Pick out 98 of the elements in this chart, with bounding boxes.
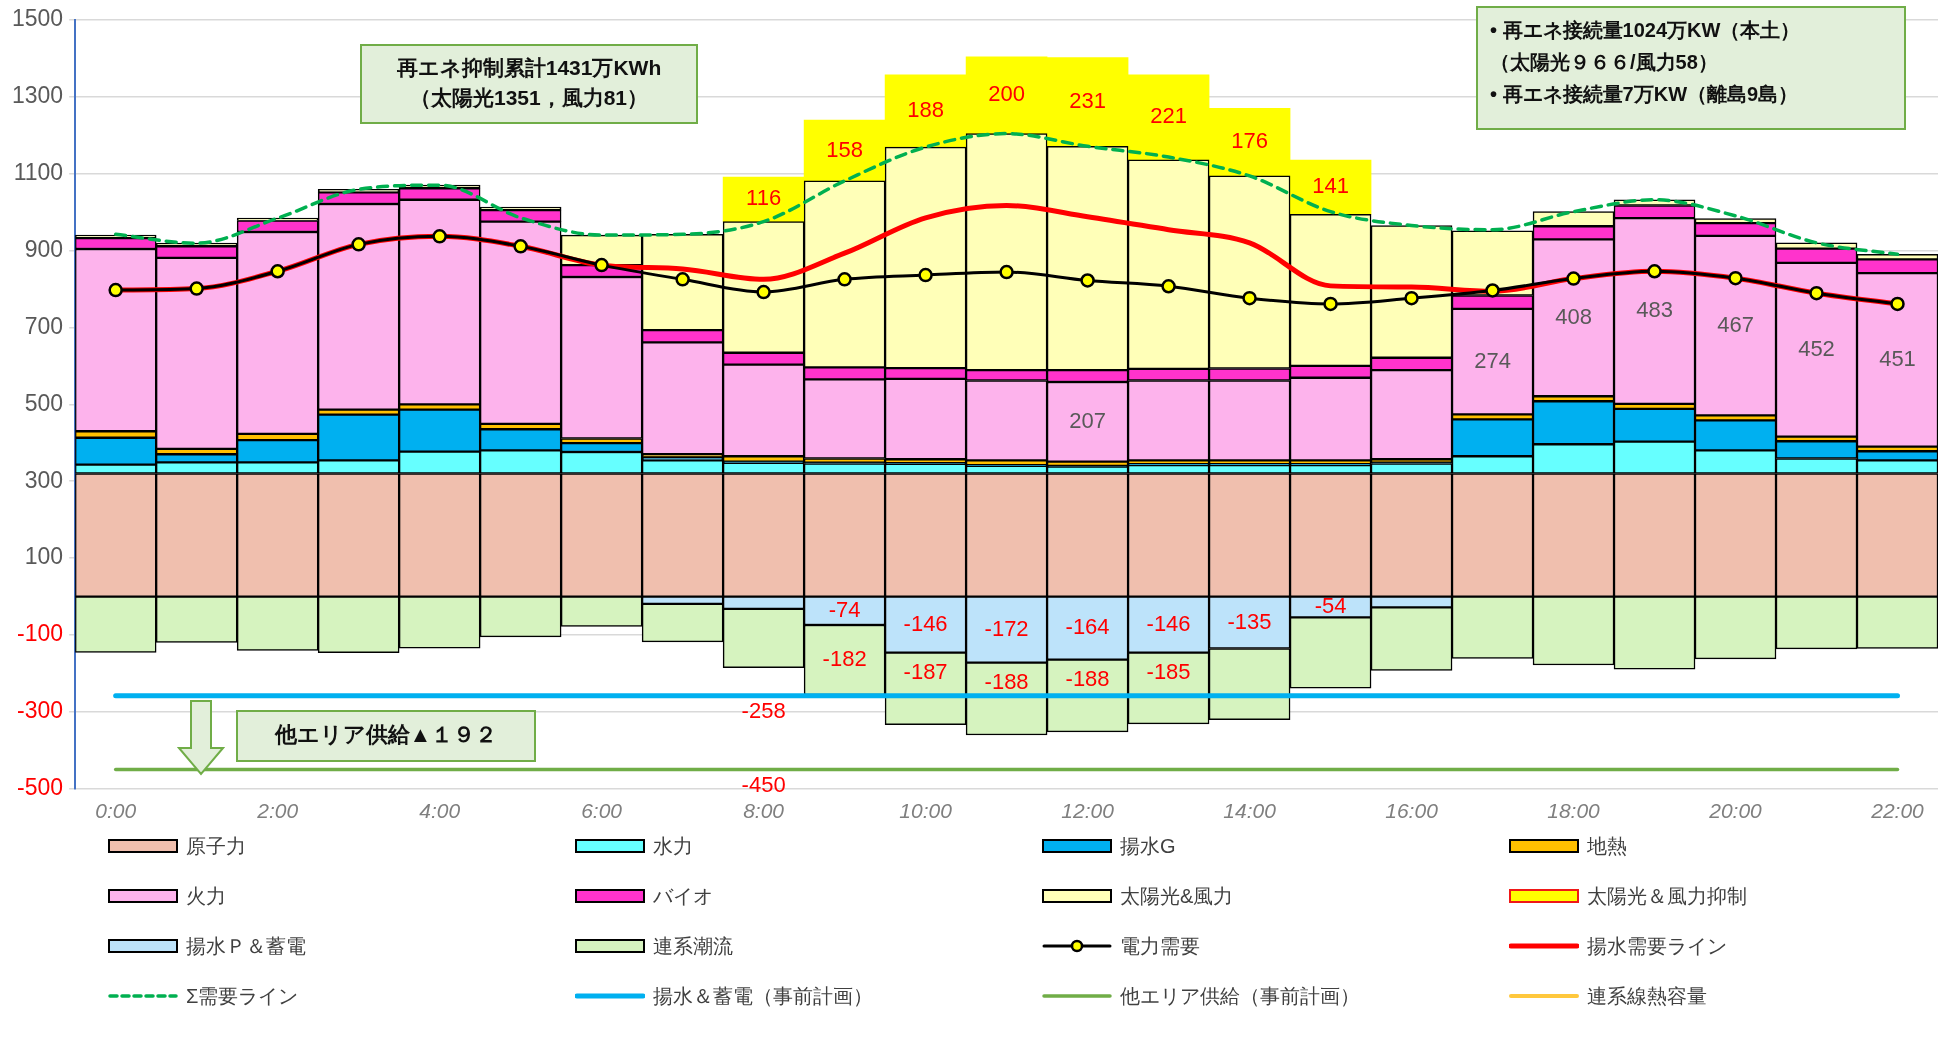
data-label: 452 xyxy=(1798,335,1835,361)
data-label: 176 xyxy=(1231,128,1268,154)
point xyxy=(270,264,285,279)
point xyxy=(1080,273,1095,288)
point xyxy=(1890,296,1905,312)
data-label: 200 xyxy=(988,81,1025,107)
data-label: 221 xyxy=(1150,103,1187,129)
x-tick-label: 20:00 xyxy=(1708,799,1763,823)
legend-label: 地熱 xyxy=(1587,833,1627,859)
data-label: -172 xyxy=(984,615,1029,641)
legend-label: 連系潮流 xyxy=(653,933,733,959)
y-tick-label: 100 xyxy=(24,543,64,570)
point xyxy=(189,281,204,296)
x-tick-label: 14:00 xyxy=(1223,799,1277,823)
legend-label: 揚水G xyxy=(1120,833,1176,859)
x-tick-label: 2:00 xyxy=(256,799,299,823)
x-tick-label: 18:00 xyxy=(1547,799,1601,823)
annotation: 他エリア供給▲１９２ xyxy=(273,721,499,749)
x-tick-label: 6:00 xyxy=(581,799,623,823)
x-tick-label: 12:00 xyxy=(1061,799,1115,823)
legend-label: 太陽光&風力 xyxy=(1120,883,1234,909)
legend-label: 揚水＆蓄電（事前計画） xyxy=(653,983,873,1009)
x-tick-label: 8:00 xyxy=(743,799,785,823)
annotation: （太陽光1351，風力81） xyxy=(408,85,650,111)
data-label: 188 xyxy=(907,96,944,122)
point xyxy=(1728,270,1743,286)
line-series xyxy=(113,131,1900,257)
data-label: -188 xyxy=(1065,665,1110,691)
data-label: -146 xyxy=(1146,610,1191,636)
x-tick-label: 0:00 xyxy=(95,799,137,823)
data-label: 158 xyxy=(826,136,863,162)
point xyxy=(1809,285,1824,301)
point xyxy=(594,257,609,273)
x-tick-label: 16:00 xyxy=(1385,799,1439,823)
annotation: • 再エネ接続量1024万KW（本土） xyxy=(1490,18,1802,43)
y-tick-label: 1300 xyxy=(11,82,64,109)
data-label: 451 xyxy=(1879,345,1916,371)
y-tick-label: -300 xyxy=(17,697,64,724)
point xyxy=(1323,296,1338,312)
y-tick-label: 1100 xyxy=(13,158,64,185)
data-label: -164 xyxy=(1065,614,1110,640)
point xyxy=(837,272,852,287)
y-tick-label: -500 xyxy=(17,774,64,801)
point xyxy=(918,267,933,283)
y-tick-label: 1500 xyxy=(11,5,64,32)
y-tick-label: 300 xyxy=(24,466,64,493)
point xyxy=(513,239,528,254)
data-label: -188 xyxy=(984,668,1029,694)
data-label: -74 xyxy=(828,596,861,622)
data-label: 231 xyxy=(1069,87,1106,113)
data-label: -185 xyxy=(1146,658,1191,684)
legend-label: 火力 xyxy=(186,883,226,909)
point xyxy=(1404,290,1419,306)
annotation: 再エネ抑制累計1431万KWh xyxy=(395,55,663,81)
data-label: -146 xyxy=(903,610,948,636)
y-tick-label: 500 xyxy=(24,389,64,416)
legend-label: 電力需要 xyxy=(1120,933,1200,959)
x-tick-label: 10:00 xyxy=(899,799,953,823)
legend-label: 原子力 xyxy=(186,833,246,859)
data-label: -450 xyxy=(741,771,786,797)
point xyxy=(1647,264,1662,279)
point xyxy=(1161,279,1176,294)
point xyxy=(1566,271,1581,286)
legend-label: 連系線熱容量 xyxy=(1587,983,1707,1009)
legend-label: 揚水需要ライン xyxy=(1587,933,1727,959)
y-tick-label: -100 xyxy=(17,620,64,647)
data-label: 467 xyxy=(1717,311,1754,337)
annotation: • 再エネ接続量7万KW（離島9島） xyxy=(1490,82,1800,107)
point xyxy=(1485,283,1500,298)
data-label: -135 xyxy=(1227,608,1272,634)
data-label: -258 xyxy=(741,697,786,723)
data-label: 116 xyxy=(746,185,782,211)
data-label: 408 xyxy=(1555,303,1592,329)
x-tick-label: 22:00 xyxy=(1870,799,1925,823)
legend-label: 他エリア供給（事前計画） xyxy=(1120,983,1360,1009)
point xyxy=(432,229,447,244)
data-label: 274 xyxy=(1474,347,1511,373)
annotation: （太陽光９６６/風力58） xyxy=(1490,50,1719,75)
point xyxy=(999,264,1014,280)
data-label: -187 xyxy=(903,658,948,684)
y-tick-label: 900 xyxy=(24,235,64,262)
x-tick-label: 4:00 xyxy=(419,799,461,823)
point xyxy=(675,272,690,287)
legend-label: 揚水Ｐ＆蓄電 xyxy=(186,933,306,959)
y-tick-label: 700 xyxy=(24,312,64,339)
legend-label: Σ需要ライン xyxy=(186,983,299,1009)
legend-label: 太陽光＆風力抑制 xyxy=(1587,883,1747,909)
legend-label: 水力 xyxy=(653,833,693,859)
point xyxy=(756,284,771,300)
point xyxy=(1242,290,1257,306)
legend-label: バイオ xyxy=(653,883,713,909)
data-label: 483 xyxy=(1636,297,1673,323)
point xyxy=(108,282,123,298)
data-label: -54 xyxy=(1314,592,1347,618)
data-label: 207 xyxy=(1069,407,1106,433)
data-label: -182 xyxy=(822,646,867,672)
data-label: 141 xyxy=(1312,173,1349,199)
point xyxy=(351,237,366,252)
